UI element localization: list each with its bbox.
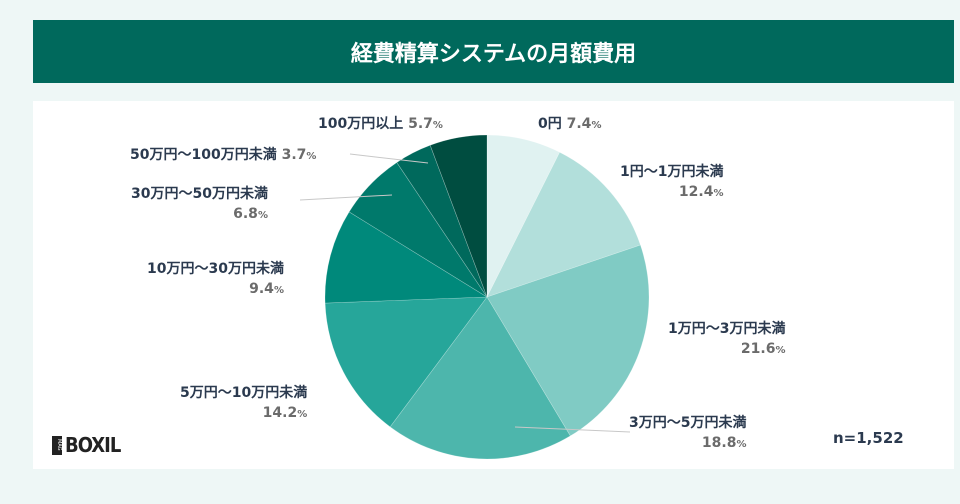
leader-line — [349, 153, 429, 164]
category-label: 5万円〜10万円未満 — [180, 385, 308, 401]
category-label: 50万円〜100万円未満 — [130, 147, 277, 163]
value-label: 12.4% — [678, 184, 724, 200]
slice-label: 5万円〜10万円未満 14.2% — [180, 383, 307, 425]
slice-label: 1万円〜3万円未満 21.6% — [668, 319, 785, 361]
value-label: 14.2% — [262, 405, 308, 421]
logo-mag: MAG — [52, 435, 62, 455]
slice-label: 10万円〜30万円未満 9.4% — [147, 259, 284, 301]
category-label: 3万円〜5万円未満 — [629, 415, 747, 431]
pie-slice — [486, 151, 641, 298]
sample-size: n=1,522 — [833, 429, 904, 447]
logo-text: BOXIL — [65, 433, 121, 457]
value-label: 5.7% — [408, 116, 443, 132]
slice-label: 50万円〜100万円未満 3.7% — [130, 145, 316, 167]
slice-label: 3万円〜5万円未満 18.8% — [629, 413, 746, 455]
chart-title: 経費精算システムの月額費用 — [33, 20, 954, 83]
value-label: 21.6% — [740, 341, 786, 357]
slice-label: 0円 7.4% — [538, 114, 601, 136]
value-label: 7.4% — [566, 116, 602, 132]
category-label: 10万円〜30万円未満 — [147, 261, 284, 277]
leader-line — [299, 194, 393, 201]
pie-slice — [486, 134, 561, 298]
pie-slice — [429, 134, 488, 298]
boxil-logo: MAG BOXIL — [52, 433, 121, 457]
value-label: 3.7% — [281, 147, 317, 163]
category-label: 30万円〜50万円未満 — [131, 186, 268, 202]
pie-slice — [389, 296, 571, 460]
value-label: 6.8% — [233, 206, 268, 222]
pie-slice — [324, 296, 488, 428]
pie-slice — [324, 211, 488, 304]
pie-slice — [348, 162, 488, 298]
slice-label: 30万円〜50万円未満 6.8% — [131, 184, 268, 226]
pie-slice — [486, 244, 650, 437]
value-label: 9.4% — [249, 281, 284, 297]
pie-slice — [396, 144, 488, 298]
value-label: 18.8% — [701, 435, 747, 451]
category-label: 1円〜1万円未満 — [620, 164, 724, 180]
slice-label: 1円〜1万円未満 12.4% — [620, 162, 723, 204]
category-label: 1万円〜3万円未満 — [668, 321, 786, 337]
leader-line — [514, 426, 631, 433]
slice-label: 100万円以上 5.7% — [318, 114, 443, 136]
category-label: 0円 — [538, 116, 562, 132]
category-label: 100万円以上 — [318, 116, 404, 132]
